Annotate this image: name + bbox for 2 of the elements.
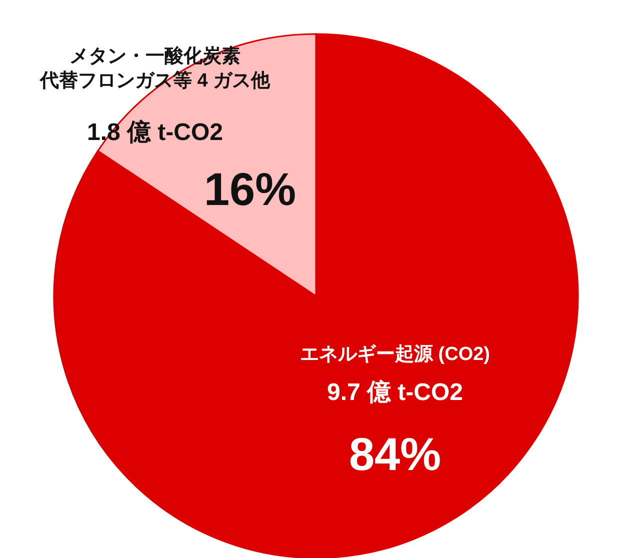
annotation: 84% [348,428,442,480]
annotation: 16% [204,163,296,215]
